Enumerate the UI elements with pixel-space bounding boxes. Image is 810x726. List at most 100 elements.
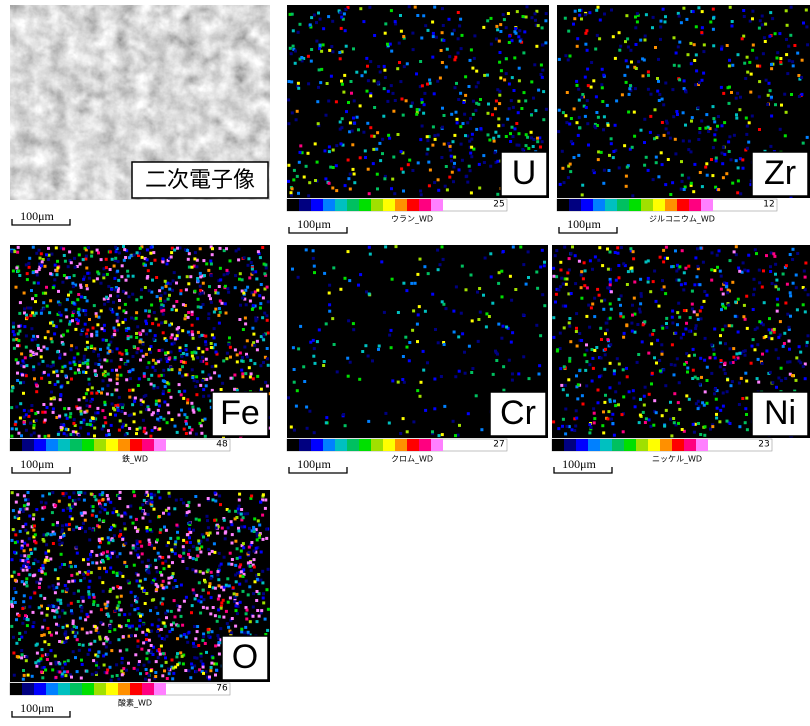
map-pixel: [727, 101, 731, 105]
map-pixel: [73, 256, 76, 260]
map-pixel: [575, 344, 579, 348]
map-pixel: [214, 526, 218, 530]
map-pixel: [65, 588, 69, 592]
map-pixel: [752, 277, 756, 281]
map-pixel: [413, 281, 417, 285]
map-pixel: [340, 50, 344, 54]
map-pixel: [138, 619, 142, 622]
map-pixel: [593, 124, 597, 128]
map-pixel: [442, 302, 446, 306]
map-pixel: [539, 334, 543, 338]
map-pixel: [499, 23, 503, 27]
map-pixel: [504, 57, 508, 61]
map-pixel: [650, 382, 653, 386]
map-pixel: [111, 511, 115, 515]
map-pixel: [199, 383, 203, 387]
label-box: [131, 161, 269, 199]
map-pixel: [219, 503, 222, 507]
map-pixel: [27, 306, 30, 310]
map-pixel: [35, 390, 39, 394]
map-pixel: [106, 612, 110, 616]
map-pixel: [139, 506, 143, 510]
map-pixel: [259, 578, 263, 582]
map-pixel: [159, 644, 163, 648]
map-pixel: [119, 403, 123, 407]
map-pixel: [115, 595, 119, 599]
map-pixel: [229, 618, 233, 622]
map-pixel: [17, 339, 21, 343]
map-pixel: [578, 332, 582, 335]
map-pixel: [120, 514, 124, 518]
map-pixel: [632, 396, 636, 400]
map-pixel: [696, 106, 700, 110]
map-pixel: [349, 80, 353, 83]
map-pixel: [238, 318, 242, 321]
map-pixel: [603, 12, 606, 16]
map-pixel: [401, 378, 405, 381]
map-pixel: [114, 250, 118, 254]
map-pixel: [700, 78, 704, 82]
map-pixel: [230, 523, 234, 527]
map-pixel: [735, 113, 738, 117]
map-pixel: [32, 528, 36, 532]
map-pixel: [226, 526, 230, 530]
map-pixel: [734, 358, 737, 361]
map-pixel: [41, 676, 45, 680]
map-pixel: [22, 549, 26, 553]
map-pixel: [250, 307, 254, 311]
map-pixel: [644, 155, 648, 159]
map-pixel: [489, 252, 493, 256]
map-pixel: [160, 286, 164, 290]
map-pixel: [73, 265, 77, 269]
map-pixel: [218, 246, 222, 250]
map-pixel: [696, 267, 700, 271]
map-pixel: [705, 365, 709, 369]
map-pixel: [609, 307, 613, 311]
map-pixel: [207, 591, 210, 595]
map-pixel: [642, 403, 646, 407]
map-pixel: [338, 57, 342, 61]
map-pixel: [184, 288, 188, 292]
map-pixel: [156, 630, 159, 633]
panel-label: Fe: [220, 394, 260, 432]
map-pixel: [784, 9, 788, 13]
map-pixel: [42, 403, 46, 406]
map-pixel: [85, 332, 89, 336]
map-pixel: [316, 100, 320, 104]
map-pixel: [413, 5, 417, 9]
map-pixel: [627, 390, 631, 394]
map-pixel: [229, 376, 233, 380]
map-pixel: [728, 347, 732, 351]
map-pixel: [651, 280, 655, 284]
map-pixel: [791, 64, 795, 68]
map-pixel: [174, 308, 178, 312]
map-pixel: [95, 277, 99, 281]
map-pixel: [152, 311, 156, 314]
map-pixel: [477, 102, 481, 106]
map-pixel: [32, 513, 36, 517]
map-pixel: [217, 641, 221, 645]
map-pixel: [172, 304, 176, 308]
map-pixel: [147, 377, 151, 381]
map-pixel: [300, 59, 304, 63]
map-pixel: [186, 257, 190, 261]
map-pixel: [225, 247, 228, 251]
map-pixel: [72, 309, 76, 313]
map-pixel: [167, 667, 170, 671]
map-pixel: [146, 512, 150, 516]
map-pixel: [126, 274, 130, 278]
map-pixel: [94, 671, 98, 675]
map-pixel: [62, 423, 66, 427]
map-pixel: [25, 364, 29, 368]
map-pixel: [77, 589, 80, 593]
map-pixel: [129, 551, 133, 555]
map-pixel: [112, 333, 116, 336]
map-pixel: [592, 171, 596, 175]
map-pixel: [46, 364, 50, 368]
map-pixel: [657, 57, 660, 61]
map-pixel: [398, 61, 401, 64]
map-pixel: [352, 328, 356, 332]
map-pixel: [161, 556, 165, 559]
map-pixel: [68, 564, 72, 568]
map-pixel: [714, 128, 718, 132]
